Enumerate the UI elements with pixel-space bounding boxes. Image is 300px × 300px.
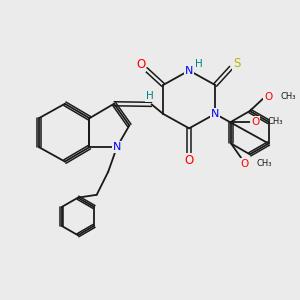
Text: H: H (146, 91, 154, 101)
Text: O: O (264, 92, 272, 102)
Text: O: O (240, 159, 248, 169)
Text: O: O (136, 58, 145, 71)
Text: CH₃: CH₃ (256, 159, 272, 168)
Text: N: N (211, 109, 219, 119)
Text: N: N (185, 65, 193, 76)
Text: CH₃: CH₃ (280, 92, 296, 101)
Text: N: N (113, 142, 121, 152)
Text: O: O (184, 154, 194, 166)
Text: O: O (251, 117, 259, 127)
Text: S: S (233, 57, 241, 70)
Text: H: H (194, 59, 202, 69)
Text: CH₃: CH₃ (267, 117, 283, 126)
